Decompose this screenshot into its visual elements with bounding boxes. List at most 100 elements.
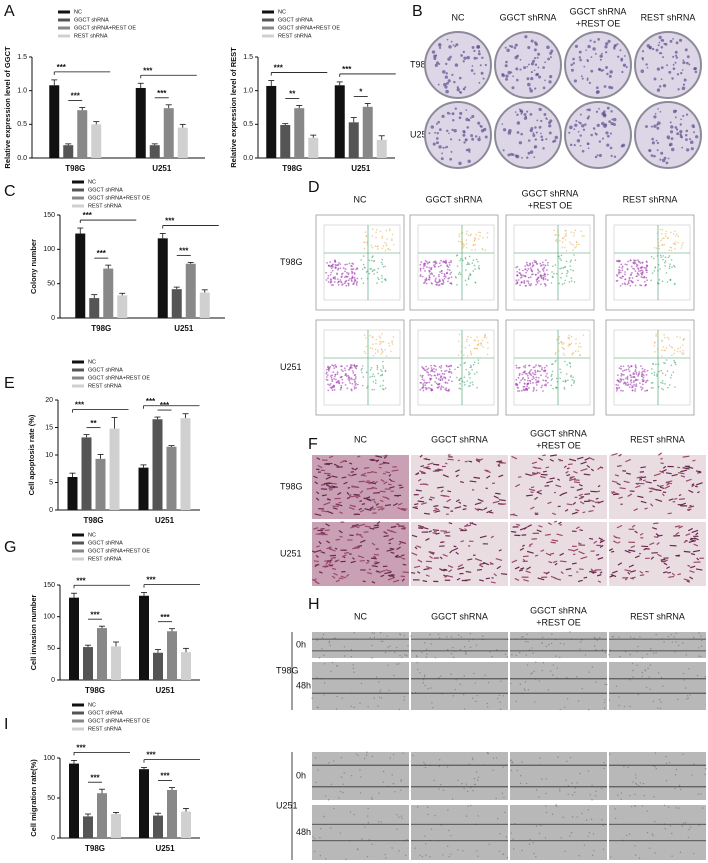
texture — [646, 654, 647, 655]
event — [354, 273, 356, 275]
event — [393, 244, 395, 246]
event — [524, 370, 526, 372]
event — [580, 231, 582, 233]
texture — [470, 647, 471, 648]
texture — [572, 794, 573, 795]
bar — [96, 459, 106, 510]
event — [335, 379, 337, 381]
texture — [424, 675, 425, 676]
colony — [516, 155, 519, 158]
colony — [681, 136, 683, 138]
texture — [383, 771, 384, 772]
event — [535, 371, 537, 373]
colony — [529, 89, 533, 93]
texture — [516, 701, 517, 702]
colony — [534, 57, 536, 59]
event — [422, 386, 424, 388]
event — [555, 352, 557, 354]
event — [559, 368, 561, 370]
colony — [549, 75, 552, 78]
colony — [659, 52, 661, 54]
event — [624, 263, 626, 265]
event — [330, 278, 332, 280]
texture — [623, 766, 624, 767]
cell — [490, 564, 493, 565]
texture — [641, 676, 642, 677]
cell — [340, 536, 343, 537]
texture — [670, 634, 671, 635]
texture — [705, 768, 706, 769]
event — [421, 366, 423, 368]
colony — [686, 62, 689, 65]
texture — [621, 792, 622, 793]
significance-label: *** — [76, 576, 86, 585]
colony — [584, 123, 586, 125]
texture — [451, 653, 452, 654]
texture — [581, 813, 582, 814]
event — [515, 267, 517, 269]
panel-letter: A — [4, 3, 15, 20]
event — [620, 373, 622, 375]
event — [325, 373, 327, 375]
event — [539, 370, 541, 372]
cell — [440, 531, 447, 532]
event — [571, 336, 573, 338]
event — [661, 388, 663, 390]
colony — [515, 44, 518, 47]
colony — [445, 75, 448, 78]
colony — [597, 154, 599, 156]
event — [581, 235, 583, 237]
colony — [573, 128, 575, 130]
event — [456, 284, 458, 286]
plot-area — [614, 330, 690, 405]
event — [680, 247, 682, 249]
event — [470, 337, 472, 339]
event — [375, 380, 377, 382]
event — [485, 334, 487, 336]
event — [362, 365, 364, 367]
event — [487, 347, 489, 349]
texture — [636, 784, 637, 785]
event — [530, 283, 532, 285]
texture — [360, 792, 361, 793]
texture — [526, 783, 527, 784]
colony — [549, 132, 552, 135]
event — [381, 281, 383, 283]
texture — [676, 769, 677, 770]
event — [337, 373, 339, 375]
event — [645, 382, 647, 384]
colony — [599, 54, 602, 57]
texture — [659, 699, 660, 700]
colony — [448, 45, 451, 48]
texture — [698, 794, 699, 795]
event — [662, 346, 664, 348]
event — [375, 339, 377, 341]
event — [574, 281, 576, 283]
texture — [364, 826, 365, 827]
event — [651, 387, 653, 389]
dish — [425, 102, 491, 168]
texture — [463, 788, 464, 789]
texture — [563, 817, 564, 818]
colony — [662, 56, 664, 58]
event — [643, 377, 645, 379]
event — [631, 382, 633, 384]
colony — [669, 143, 673, 147]
event — [444, 378, 446, 380]
event — [543, 370, 545, 372]
event — [424, 263, 426, 265]
texture — [399, 655, 400, 656]
event — [545, 380, 547, 382]
texture — [652, 833, 653, 834]
event — [474, 244, 476, 246]
x-tick-label: U251 — [155, 516, 175, 525]
event — [657, 239, 659, 241]
texture — [336, 709, 337, 710]
event — [333, 365, 335, 367]
texture — [496, 649, 497, 650]
event — [422, 276, 424, 278]
event — [674, 243, 676, 245]
event — [556, 339, 558, 341]
event — [382, 351, 384, 353]
event — [334, 376, 336, 378]
